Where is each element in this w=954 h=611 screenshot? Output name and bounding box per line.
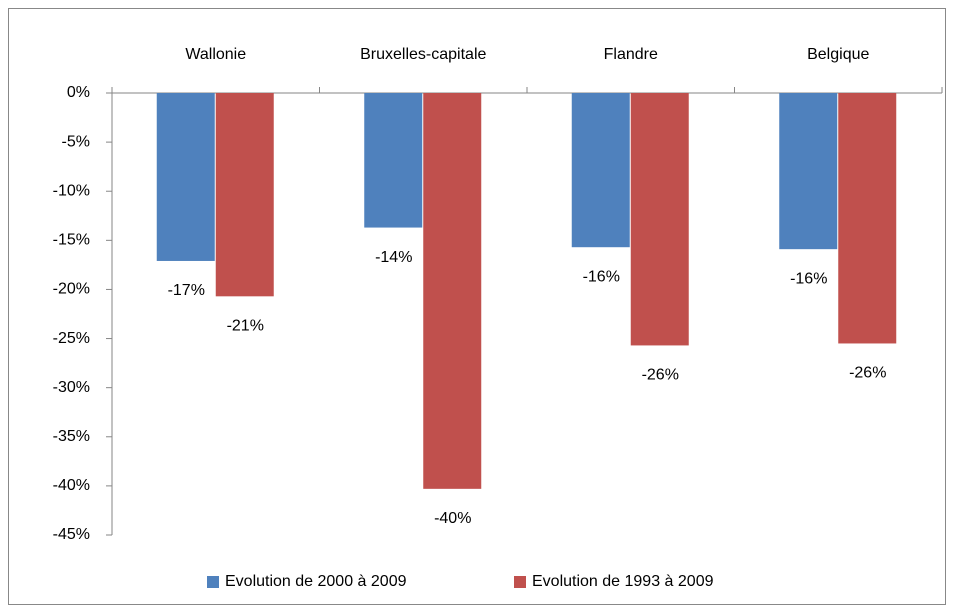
value-label: -21% (227, 318, 264, 335)
value-label: -40% (434, 510, 471, 527)
x-tick-label: Flandre (604, 46, 658, 63)
value-label: -26% (642, 367, 679, 384)
bar (215, 93, 274, 297)
bar (571, 93, 630, 248)
y-tick-label: -15% (53, 232, 90, 249)
legend-swatch (207, 576, 219, 588)
y-tick-label: -35% (53, 428, 90, 445)
x-tick-label: Wallonie (185, 46, 246, 63)
bar (838, 93, 897, 344)
y-tick-label: -25% (53, 330, 90, 347)
y-tick-label: -40% (53, 477, 90, 494)
bar (423, 93, 482, 489)
value-label: -16% (790, 270, 827, 287)
bar (156, 93, 215, 261)
x-tick-label: Belgique (807, 46, 869, 63)
legend-swatch (514, 576, 526, 588)
value-label: -26% (849, 365, 886, 382)
bar (779, 93, 838, 250)
y-tick-label: -10% (53, 182, 90, 199)
x-tick-label: Bruxelles-capitale (360, 46, 486, 63)
value-label: -14% (375, 249, 412, 266)
y-tick-label: 0% (67, 84, 90, 101)
bar (630, 93, 689, 346)
y-tick-label: -30% (53, 379, 90, 396)
legend-label: Evolution de 1993 à 2009 (532, 573, 714, 590)
bar (364, 93, 423, 228)
y-tick-label: -5% (62, 133, 90, 150)
legend-label: Evolution de 2000 à 2009 (225, 573, 407, 590)
value-label: -17% (168, 282, 205, 299)
value-label: -16% (583, 268, 620, 285)
y-tick-label: -20% (53, 281, 90, 298)
y-tick-label: -45% (53, 526, 90, 543)
